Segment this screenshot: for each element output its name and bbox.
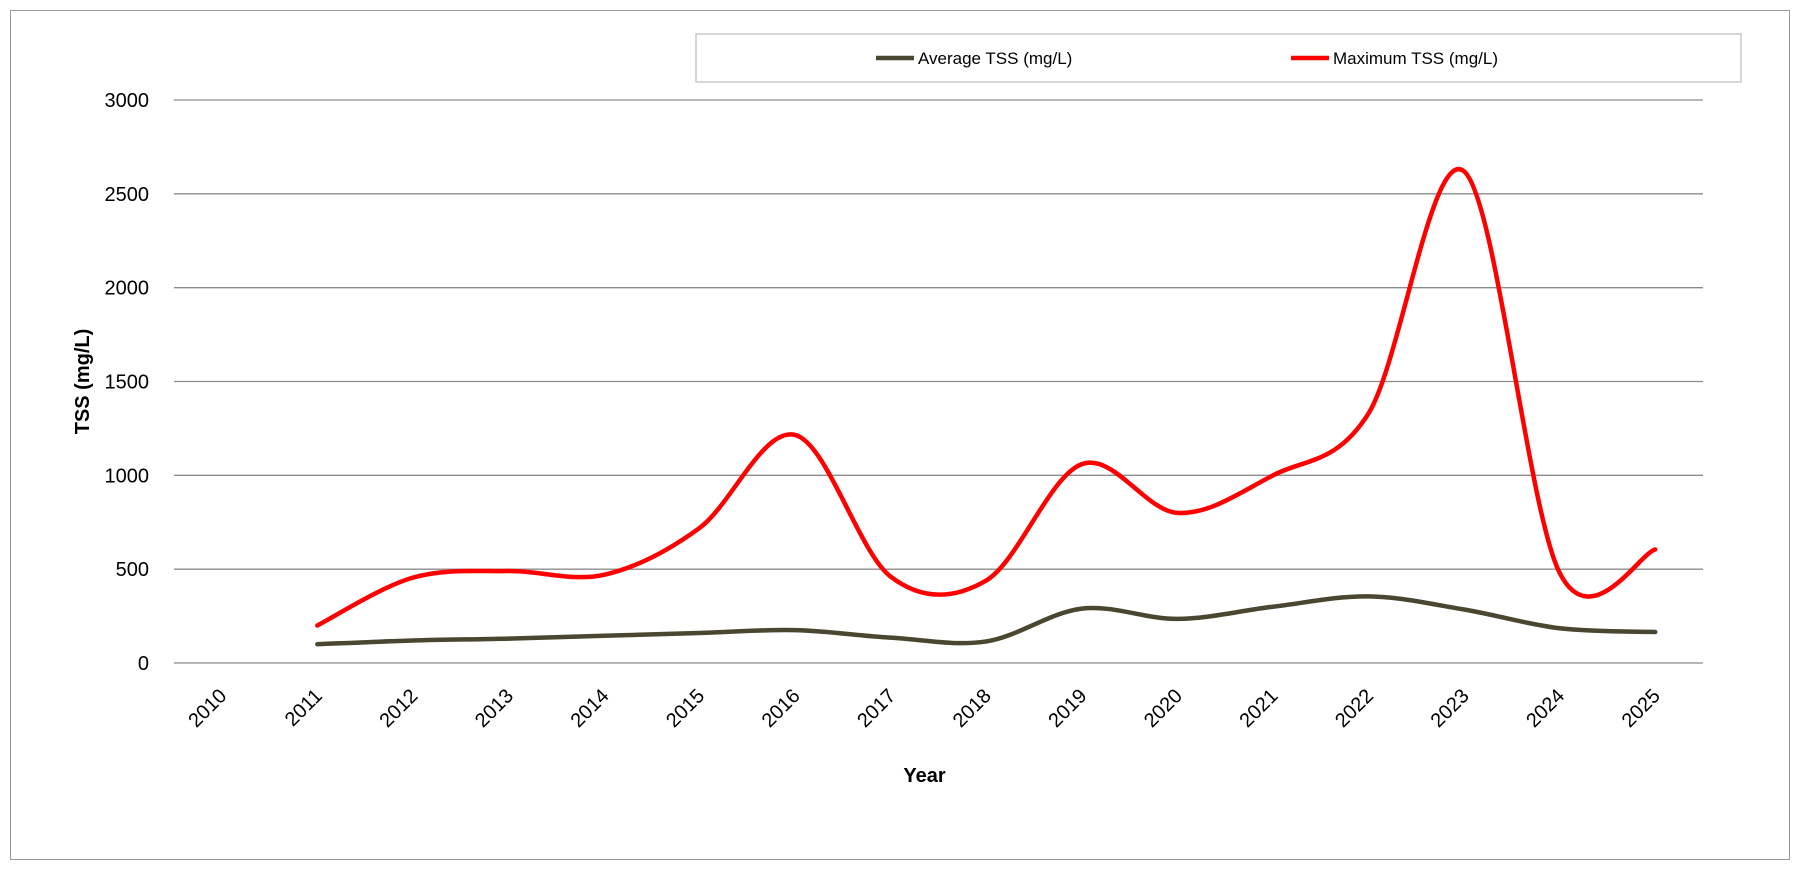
x-axis-ticks: 2010 2011 2012 2013 2014 2015 2016 2017 2018 2019… xyxy=(184,685,1664,732)
x-tick-label: 2019 xyxy=(1044,685,1091,732)
x-axis-title: Year xyxy=(903,765,945,787)
x-tick-label: 2023 xyxy=(1427,685,1474,732)
y-axis-title: TSS (mg/L) xyxy=(72,329,94,435)
legend-label: Maximum TSS (mg/L) xyxy=(1333,49,1498,68)
series-lines xyxy=(315,166,1658,647)
series-line-average xyxy=(315,594,1658,647)
x-tick-label: 2022 xyxy=(1331,685,1378,732)
x-tick-label: 2017 xyxy=(853,685,900,732)
x-tick-label: 2015 xyxy=(662,685,709,732)
y-tick-label: 1000 xyxy=(105,465,150,487)
x-tick-label: 2021 xyxy=(1235,685,1282,732)
gridlines xyxy=(174,99,1703,664)
x-tick-label: 2020 xyxy=(1140,685,1187,732)
y-tick-label: 500 xyxy=(116,559,149,581)
x-tick-label: 2010 xyxy=(184,685,231,732)
y-tick-label: 0 xyxy=(138,653,149,675)
x-tick-label: 2013 xyxy=(471,685,518,732)
chart-frame: Average TSS (mg/L) Maximum TSS (mg/L) 0 50… xyxy=(10,10,1790,860)
x-tick-label: 2014 xyxy=(567,685,614,732)
line-chart: Average TSS (mg/L) Maximum TSS (mg/L) 0 50… xyxy=(72,33,1742,787)
x-tick-label: 2024 xyxy=(1522,685,1569,732)
legend-box xyxy=(695,33,1742,83)
x-tick-label: 2016 xyxy=(758,685,805,732)
y-tick-label: 2000 xyxy=(105,278,150,300)
y-axis-ticks: 0 500 1000 1500 2000 2500 3000 xyxy=(105,90,150,675)
legend: Average TSS (mg/L) Maximum TSS (mg/L) xyxy=(695,33,1742,83)
x-tick-label: 2012 xyxy=(375,685,422,732)
y-tick-label: 2500 xyxy=(105,184,150,206)
x-tick-label: 2025 xyxy=(1618,685,1665,732)
x-tick-label: 2011 xyxy=(281,685,327,731)
series-line-maximum xyxy=(315,166,1658,628)
y-tick-label: 1500 xyxy=(105,372,150,394)
y-tick-label: 3000 xyxy=(105,90,150,112)
legend-label: Average TSS (mg/L) xyxy=(918,49,1072,68)
x-tick-label: 2018 xyxy=(949,685,996,732)
